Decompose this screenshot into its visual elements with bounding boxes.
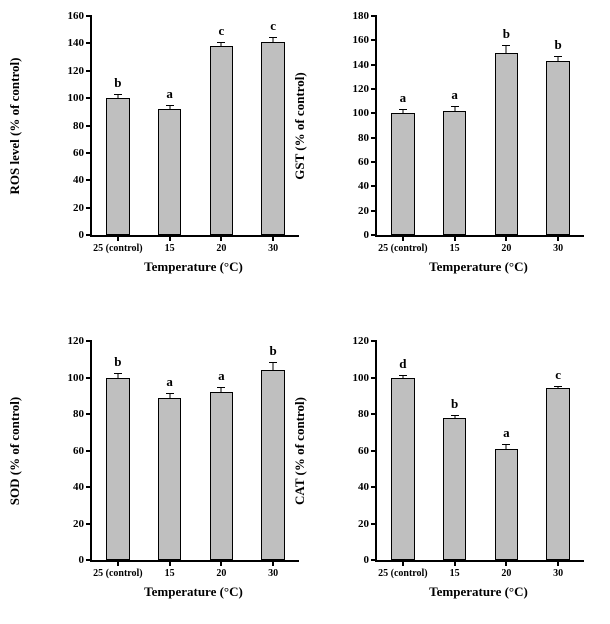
x-axis-title: Temperature (°C) [90,584,297,600]
x-axis-title: Temperature (°C) [375,259,582,275]
significance-label: b [451,396,458,412]
significance-label: c [270,18,276,34]
y-axis-title: CAT (% of control) [292,351,308,551]
bar [210,392,233,560]
y-tick-label: 40 [73,481,92,493]
bar [391,378,414,561]
significance-label: a [218,368,225,384]
y-tick-label: 140 [353,59,378,71]
y-tick-label: 100 [68,92,93,104]
plot-area: 020406080100120140160180a25 (control)a15… [375,16,584,237]
y-tick-label: 40 [358,180,377,192]
bar [106,98,129,235]
y-axis-title: SOD (% of control) [7,351,23,551]
y-tick-label: 140 [68,37,93,49]
x-tick-label: 15 [450,560,460,579]
x-tick-label: 20 [216,560,226,579]
y-tick-label: 60 [73,147,92,159]
panel-cat: 020406080100120d25 (control)b15a20c30CAT… [340,335,590,605]
y-tick-label: 0 [79,554,93,566]
bar [158,109,181,235]
y-tick-label: 160 [353,34,378,46]
significance-label: a [166,374,173,390]
y-tick-label: 60 [73,445,92,457]
y-tick-label: 180 [353,10,378,22]
y-tick-label: 20 [73,518,92,530]
x-tick-label: 15 [165,560,175,579]
significance-label: b [555,37,562,53]
y-tick-label: 20 [358,518,377,530]
y-tick-label: 100 [353,107,378,119]
x-tick-label: 25 (control) [378,235,428,254]
significance-label: c [218,23,224,39]
y-tick-label: 120 [353,335,378,347]
x-tick-label: 20 [216,235,226,254]
y-tick-label: 0 [364,229,378,241]
y-tick-label: 160 [68,10,93,22]
figure-root: 0 20 40 60 80 100 120 140 160 b 25 (control) a 15 c 20… [0,0,610,624]
y-tick-label: 120 [68,335,93,347]
x-tick-label: 25 (control) [378,560,428,579]
x-tick-label: 20 [501,235,511,254]
significance-label: b [114,354,121,370]
significance-label: a [451,87,458,103]
bar [546,388,569,560]
x-tick-label: 30 [268,560,278,579]
y-tick-label: 0 [79,229,93,241]
y-tick-label: 100 [353,372,378,384]
plot-area: 020406080100120d25 (control)b15a20c30 [375,341,584,562]
y-tick-label: 20 [358,205,377,217]
plot-area: 020406080100120140160b25 (control)a15c20… [90,16,299,237]
y-tick-label: 80 [358,132,377,144]
y-tick-label: 120 [68,65,93,77]
x-tick-label: 25 (control) [93,560,143,579]
significance-label: d [399,356,406,372]
bar [261,370,284,560]
bar [106,378,129,561]
y-tick-label: 100 [68,372,93,384]
bar [210,46,233,235]
significance-label: b [270,343,277,359]
y-tick-label: 80 [73,408,92,420]
bar [391,113,414,235]
bar [495,449,518,560]
x-tick-label: 15 [450,235,460,254]
x-axis-title: Temperature (°C) [90,259,297,275]
x-tick-label: 30 [268,235,278,254]
significance-label: a [400,90,407,106]
y-tick-label: 20 [73,202,92,214]
y-tick-label: 0 [364,554,378,566]
x-tick-label: 15 [165,235,175,254]
x-tick-label: 30 [553,235,563,254]
x-tick-label: 25 (control) [93,235,143,254]
bar [261,42,284,235]
significance-label: b [114,75,121,91]
x-tick-label: 30 [553,560,563,579]
y-tick-label: 40 [73,174,92,186]
significance-label: b [503,26,510,42]
bar [158,398,181,560]
y-tick-label: 40 [358,481,377,493]
x-tick-label: 20 [501,560,511,579]
y-tick-label: 80 [358,408,377,420]
y-axis-title: GST (% of control) [292,26,308,226]
y-tick-label: 80 [73,120,92,132]
y-tick-label: 60 [358,445,377,457]
x-axis-title: Temperature (°C) [375,584,582,600]
significance-label: a [503,425,510,441]
plot-area: 020406080100120b25 (control)a15a20b30 [90,341,299,562]
bar [443,111,466,235]
bar [495,53,518,236]
y-axis-title: ROS level (% of control) [7,26,23,226]
significance-label: a [166,86,173,102]
panel-sod: 020406080100120b25 (control)a15a20b30SOD… [55,335,305,605]
panel-gst: 0 20 40 60 80 100 120 140 160 180 a 25 (control) a 15… [340,10,590,280]
bar [546,61,569,235]
bar [443,418,466,560]
y-tick-label: 60 [358,156,377,168]
panel-ros: 0 20 40 60 80 100 120 140 160 b 25 (control) a 15 c 20… [55,10,305,280]
y-tick-label: 120 [353,83,378,95]
significance-label: c [555,367,561,383]
